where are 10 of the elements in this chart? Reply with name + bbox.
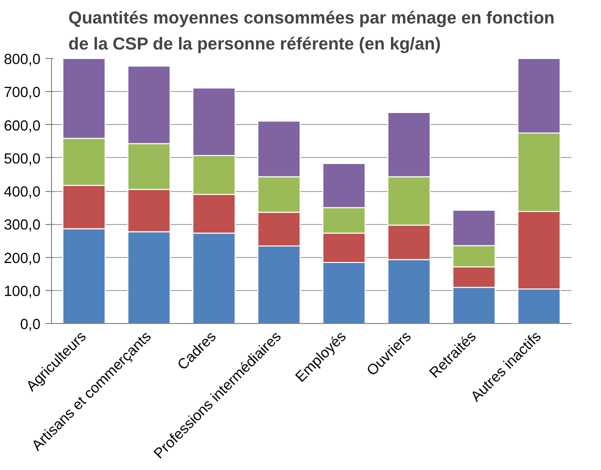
y-tick-label: 300,0 [4, 218, 41, 234]
y-tick-label: 700,0 [4, 85, 41, 102]
y-tick-label: 400,0 [4, 184, 41, 200]
y-tick-label: 100,0 [4, 284, 41, 300]
y-tick-label: 600,0 [4, 118, 41, 134]
y-tick-label: 200,0 [4, 250, 41, 267]
y-tick-label: 0,0 [20, 317, 40, 333]
y-tick-label: 800,0 [4, 52, 41, 68]
y-tick-label: 500,0 [4, 151, 41, 168]
chart-title: Quantités moyennes consommées par ménage en fonction de la CSP de la personne référente (en kg/an) [68, 8, 555, 54]
